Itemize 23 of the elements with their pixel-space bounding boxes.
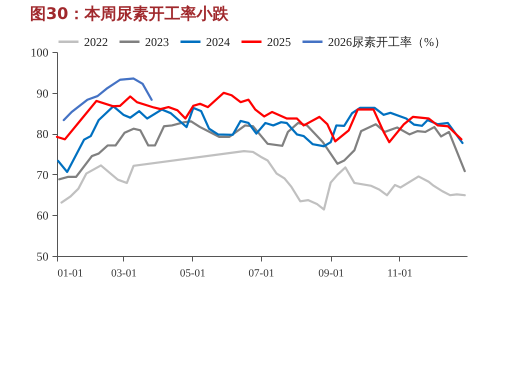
chart-title: 图30：本周尿素开工率小跌	[30, 4, 230, 23]
y-tick-label: 90	[36, 86, 48, 100]
x-tick-label: 03-01	[111, 268, 137, 280]
y-tick-label: 100	[30, 46, 48, 60]
x-tick-label: 11-01	[387, 268, 413, 280]
y-tick-label: 60	[36, 208, 48, 223]
legend-label: 2025	[267, 34, 291, 49]
y-tick-label: 50	[36, 250, 48, 264]
x-tick-label: 05-01	[180, 268, 206, 280]
legend-label: 2022	[84, 34, 108, 49]
line-series	[56, 92, 462, 144]
x-tick-label: 07-01	[248, 268, 274, 280]
legend-label: 2023	[145, 34, 169, 49]
line-series	[62, 77, 153, 122]
line-series	[57, 105, 464, 174]
line-series	[60, 150, 466, 211]
x-tick-label: 09-01	[318, 268, 344, 280]
y-tick-label: 70	[36, 168, 48, 182]
legend-label: 2026尿素开工率（%）	[328, 34, 446, 49]
line-series	[58, 120, 466, 180]
legend-label: 2024	[206, 34, 230, 49]
x-tick-label: 01-01	[58, 268, 84, 280]
y-tick-label: 80	[36, 127, 48, 142]
